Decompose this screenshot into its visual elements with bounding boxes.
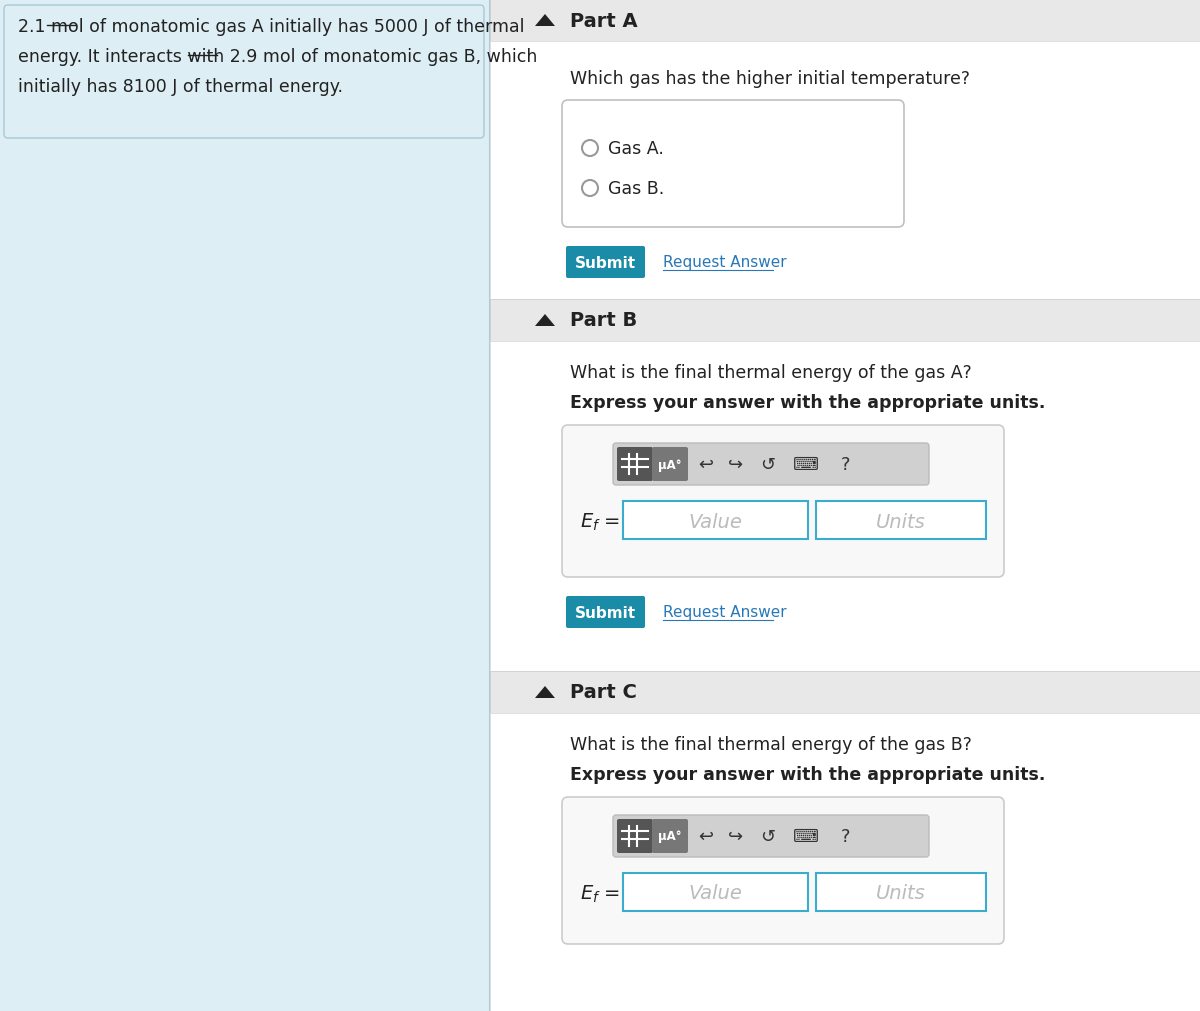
- FancyBboxPatch shape: [562, 798, 1004, 944]
- FancyBboxPatch shape: [617, 448, 653, 481]
- Text: $E_f$ =: $E_f$ =: [580, 883, 620, 904]
- Text: Value: Value: [688, 884, 742, 903]
- Text: Part B: Part B: [570, 311, 637, 331]
- Text: What is the final thermal energy of the gas B?: What is the final thermal energy of the …: [570, 735, 972, 753]
- Text: ⌨: ⌨: [793, 456, 818, 473]
- FancyBboxPatch shape: [816, 874, 986, 911]
- Text: Request Answer: Request Answer: [662, 255, 787, 270]
- FancyBboxPatch shape: [490, 42, 1200, 299]
- Polygon shape: [535, 314, 554, 327]
- FancyBboxPatch shape: [566, 247, 646, 279]
- Text: energy. It interacts with 2.9 mol of monatomic gas B, which: energy. It interacts with 2.9 mol of mon…: [18, 48, 538, 66]
- Text: 2.1 mol of monatomic gas A initially has 5000 J of thermal: 2.1 mol of monatomic gas A initially has…: [18, 18, 524, 36]
- FancyBboxPatch shape: [490, 342, 1200, 671]
- FancyBboxPatch shape: [613, 444, 929, 485]
- FancyBboxPatch shape: [490, 0, 1200, 1011]
- Text: ?: ?: [841, 456, 851, 473]
- Text: ↺: ↺: [761, 827, 775, 845]
- FancyBboxPatch shape: [623, 874, 808, 911]
- FancyBboxPatch shape: [816, 501, 986, 540]
- Text: Part C: Part C: [570, 682, 637, 702]
- FancyBboxPatch shape: [652, 819, 688, 853]
- Text: Value: Value: [688, 512, 742, 531]
- FancyBboxPatch shape: [490, 714, 1200, 1011]
- Text: Submit: Submit: [575, 255, 636, 270]
- Text: What is the final thermal energy of the gas A?: What is the final thermal energy of the …: [570, 364, 972, 381]
- Polygon shape: [535, 15, 554, 27]
- Polygon shape: [535, 686, 554, 699]
- Text: Units: Units: [876, 884, 926, 903]
- FancyBboxPatch shape: [613, 815, 929, 857]
- FancyBboxPatch shape: [0, 0, 490, 1011]
- Text: $E_f$ =: $E_f$ =: [580, 511, 620, 532]
- FancyBboxPatch shape: [652, 448, 688, 481]
- Text: Submit: Submit: [575, 605, 636, 620]
- Text: Gas A.: Gas A.: [608, 140, 664, 158]
- FancyBboxPatch shape: [490, 671, 1200, 714]
- Text: ?: ?: [841, 827, 851, 845]
- Text: ⌨: ⌨: [793, 827, 818, 845]
- Text: ↩: ↩: [698, 456, 714, 473]
- Text: initially has 8100 J of thermal energy.: initially has 8100 J of thermal energy.: [18, 78, 343, 96]
- Text: Express your answer with the appropriate units.: Express your answer with the appropriate…: [570, 393, 1045, 411]
- FancyBboxPatch shape: [562, 101, 904, 227]
- Text: μA°: μA°: [659, 458, 682, 471]
- FancyBboxPatch shape: [617, 819, 653, 853]
- Text: Part A: Part A: [570, 11, 637, 30]
- Text: Request Answer: Request Answer: [662, 605, 787, 620]
- FancyBboxPatch shape: [623, 501, 808, 540]
- Text: Units: Units: [876, 512, 926, 531]
- Text: ↪: ↪: [728, 827, 744, 845]
- Text: Gas B.: Gas B.: [608, 180, 665, 198]
- Text: ↺: ↺: [761, 456, 775, 473]
- Text: Express your answer with the appropriate units.: Express your answer with the appropriate…: [570, 765, 1045, 784]
- Text: μA°: μA°: [659, 830, 682, 842]
- Text: ↪: ↪: [728, 456, 744, 473]
- Text: ↩: ↩: [698, 827, 714, 845]
- FancyBboxPatch shape: [562, 426, 1004, 577]
- FancyBboxPatch shape: [4, 6, 484, 139]
- FancyBboxPatch shape: [566, 596, 646, 629]
- Text: Which gas has the higher initial temperature?: Which gas has the higher initial tempera…: [570, 70, 970, 88]
- FancyBboxPatch shape: [490, 299, 1200, 342]
- FancyBboxPatch shape: [490, 0, 1200, 42]
